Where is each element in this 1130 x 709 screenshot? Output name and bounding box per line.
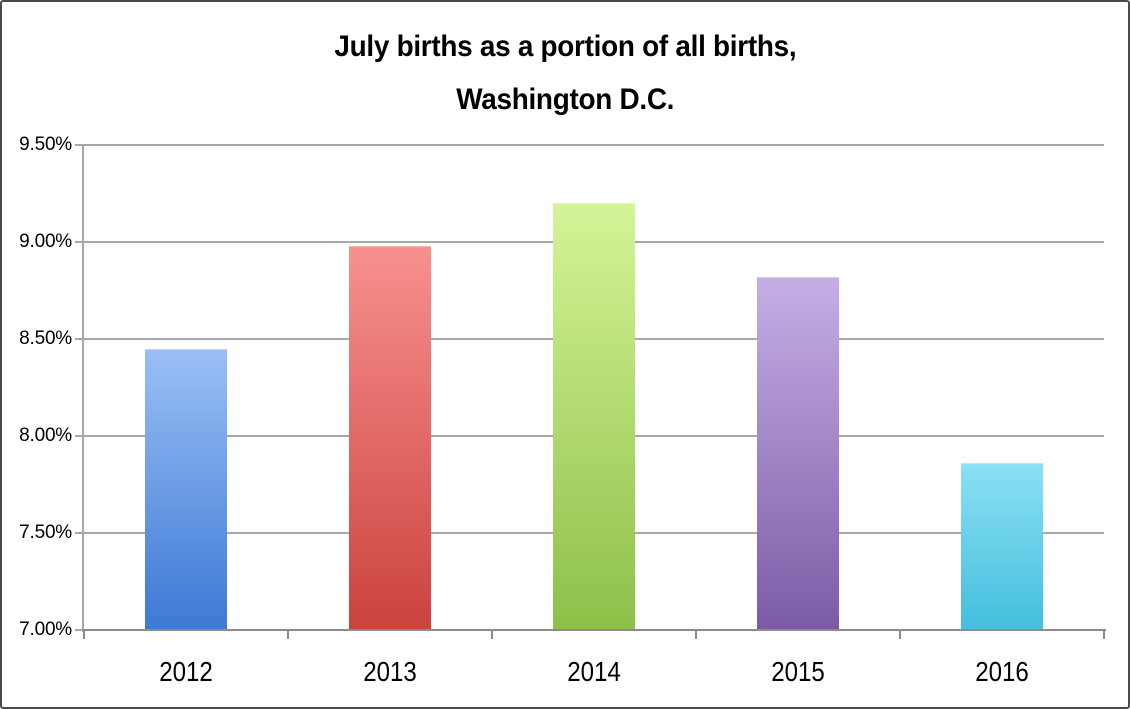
bar-2012	[145, 349, 227, 630]
x-axis-tick	[899, 631, 901, 639]
y-axis-tick	[75, 629, 84, 631]
y-axis-line	[82, 144, 84, 632]
bar-2016	[961, 463, 1043, 630]
y-axis-label: 7.50%	[19, 522, 72, 543]
y-gridline	[84, 144, 1104, 146]
chart-title-line1: July births as a portion of all births,	[334, 30, 796, 63]
x-axis-tick	[83, 631, 85, 639]
y-axis-tick	[75, 338, 84, 340]
bar-2014	[553, 203, 635, 630]
bar-2013	[349, 246, 431, 630]
x-axis-label-2013: 2013	[363, 656, 417, 687]
x-axis-label-2016: 2016	[975, 656, 1029, 687]
x-axis-label-2014: 2014	[567, 656, 621, 687]
y-axis-label: 7.00%	[19, 619, 72, 640]
x-axis-tick	[491, 631, 493, 639]
x-axis-tick	[1103, 631, 1105, 639]
y-axis-label: 8.00%	[19, 425, 72, 446]
y-axis-label: 8.50%	[19, 328, 72, 349]
y-axis-tick	[75, 532, 84, 534]
chart-title: July births as a portion of all births, …	[0, 20, 1130, 126]
x-axis-line	[82, 629, 1106, 631]
x-axis-label-2015: 2015	[771, 656, 825, 687]
y-axis-tick	[75, 241, 84, 243]
y-axis-label: 9.50%	[19, 134, 72, 155]
x-axis-tick	[695, 631, 697, 639]
y-axis-tick	[75, 144, 84, 146]
y-axis-label: 9.00%	[19, 231, 72, 252]
bar-2015	[757, 277, 839, 630]
chart-title-line2: Washington D.C.	[456, 83, 674, 116]
x-axis-label-2012: 2012	[159, 656, 213, 687]
x-axis-tick	[287, 631, 289, 639]
y-axis-tick	[75, 435, 84, 437]
